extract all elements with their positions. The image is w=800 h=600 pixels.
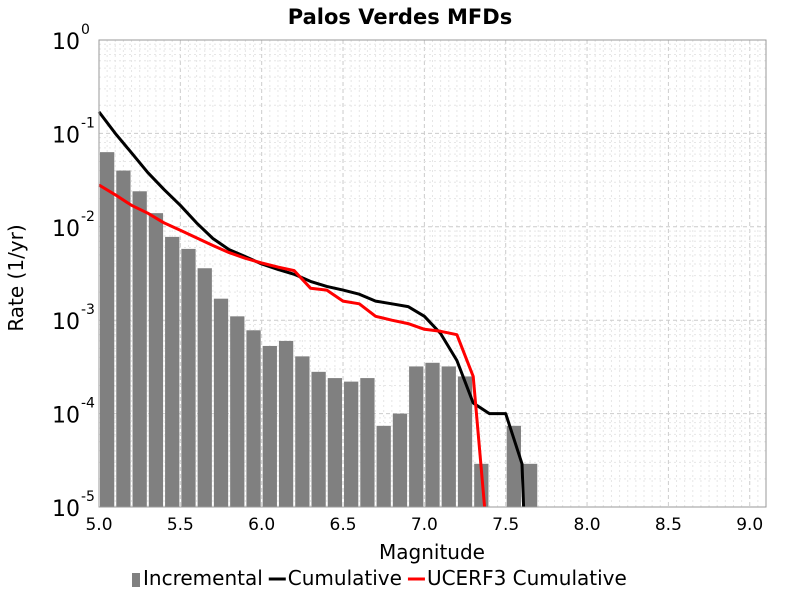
ucerf3-cumulative-line [98, 183, 487, 508]
legend-item: UCERF3 Cumulative [407, 566, 627, 590]
incremental-bar [148, 213, 164, 507]
incremental-bar [327, 378, 343, 507]
incremental-bar [425, 362, 440, 507]
x-tick-labels: 5.0 5.5 6.0 6.5 7.0 7.5 8.0 8.5 9.0 [85, 515, 763, 535]
y-tick-base: 10 [52, 217, 80, 242]
y-tick-label: 10 0 [52, 22, 90, 55]
y-tick-exponent: -4 [81, 396, 95, 412]
y-tick-label: 10 -3 [52, 302, 95, 335]
incremental-bar [278, 340, 294, 507]
legend: Incremental Cumulative UCERF3 Cumulative [132, 566, 627, 590]
y-tick-label: 10 -4 [52, 396, 95, 429]
y-tick-exponent: -2 [81, 209, 95, 225]
y-tick-label: 10 -5 [52, 489, 95, 522]
series-lines [97, 110, 526, 508]
x-tick-label: 5.0 [85, 515, 112, 535]
incremental-bar [295, 356, 310, 507]
y-tick-base: 10 [52, 30, 80, 55]
plot-frame [98, 39, 767, 508]
y-tick-exponent: -1 [81, 115, 95, 131]
y-tick-base: 10 [52, 123, 80, 148]
y-tick-label: 10 -2 [52, 209, 95, 242]
y-axis-title: Rate (1/yr) [4, 224, 28, 331]
incremental-bar [311, 371, 326, 507]
y-tick-exponent: -5 [81, 489, 95, 505]
y-tick-label: 10 -1 [52, 115, 95, 148]
cumulative-line [97, 110, 526, 508]
legend-item: Incremental [132, 566, 263, 590]
legend-label: Incremental [143, 566, 263, 590]
incremental-bar [165, 236, 180, 507]
incremental-bar [344, 381, 359, 507]
incremental-bar [360, 378, 375, 507]
incremental-bar [100, 152, 115, 507]
x-tick-label: 5.5 [167, 515, 194, 535]
incremental-bar [197, 268, 212, 507]
x-tick-label: 7.0 [411, 515, 438, 535]
incremental-bar [392, 413, 408, 507]
incremental-bars [100, 152, 538, 508]
incremental-bar [376, 425, 391, 507]
x-tick-label: 7.5 [492, 515, 519, 535]
x-tick-label: 6.0 [248, 515, 275, 535]
incremental-bar [441, 366, 456, 507]
y-tick-exponent: -3 [81, 302, 95, 318]
legend-label: UCERF3 Cumulative [427, 566, 627, 590]
x-tick-label: 9.0 [736, 515, 763, 535]
incremental-bar [246, 330, 261, 507]
x-tick-label: 6.5 [330, 515, 357, 535]
legend-item: Cumulative [268, 566, 402, 590]
incremental-bar [181, 248, 196, 508]
incremental-bar [262, 345, 277, 507]
incremental-bar [116, 170, 131, 507]
incremental-bar [522, 463, 538, 507]
y-tick-base: 10 [52, 497, 80, 522]
y-tick-base: 10 [52, 310, 80, 335]
legend-label: Cumulative [288, 566, 402, 590]
x-axis-title: Magnitude [379, 540, 485, 564]
incremental-bar [213, 298, 229, 507]
incremental-bar [457, 376, 473, 507]
x-tick-label: 8.5 [655, 515, 682, 535]
legend-swatch [132, 573, 140, 587]
chart-title: Palos Verdes MFDs [288, 5, 512, 29]
x-tick-label: 8.0 [574, 515, 601, 535]
incremental-bar [230, 316, 245, 507]
y-tick-base: 10 [52, 404, 80, 429]
y-tick-exponent: 0 [81, 22, 90, 38]
incremental-bar [132, 191, 147, 507]
incremental-bar [409, 366, 424, 507]
